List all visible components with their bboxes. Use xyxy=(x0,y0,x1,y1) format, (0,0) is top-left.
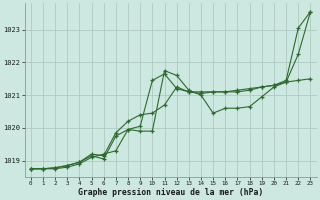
X-axis label: Graphe pression niveau de la mer (hPa): Graphe pression niveau de la mer (hPa) xyxy=(78,188,263,197)
